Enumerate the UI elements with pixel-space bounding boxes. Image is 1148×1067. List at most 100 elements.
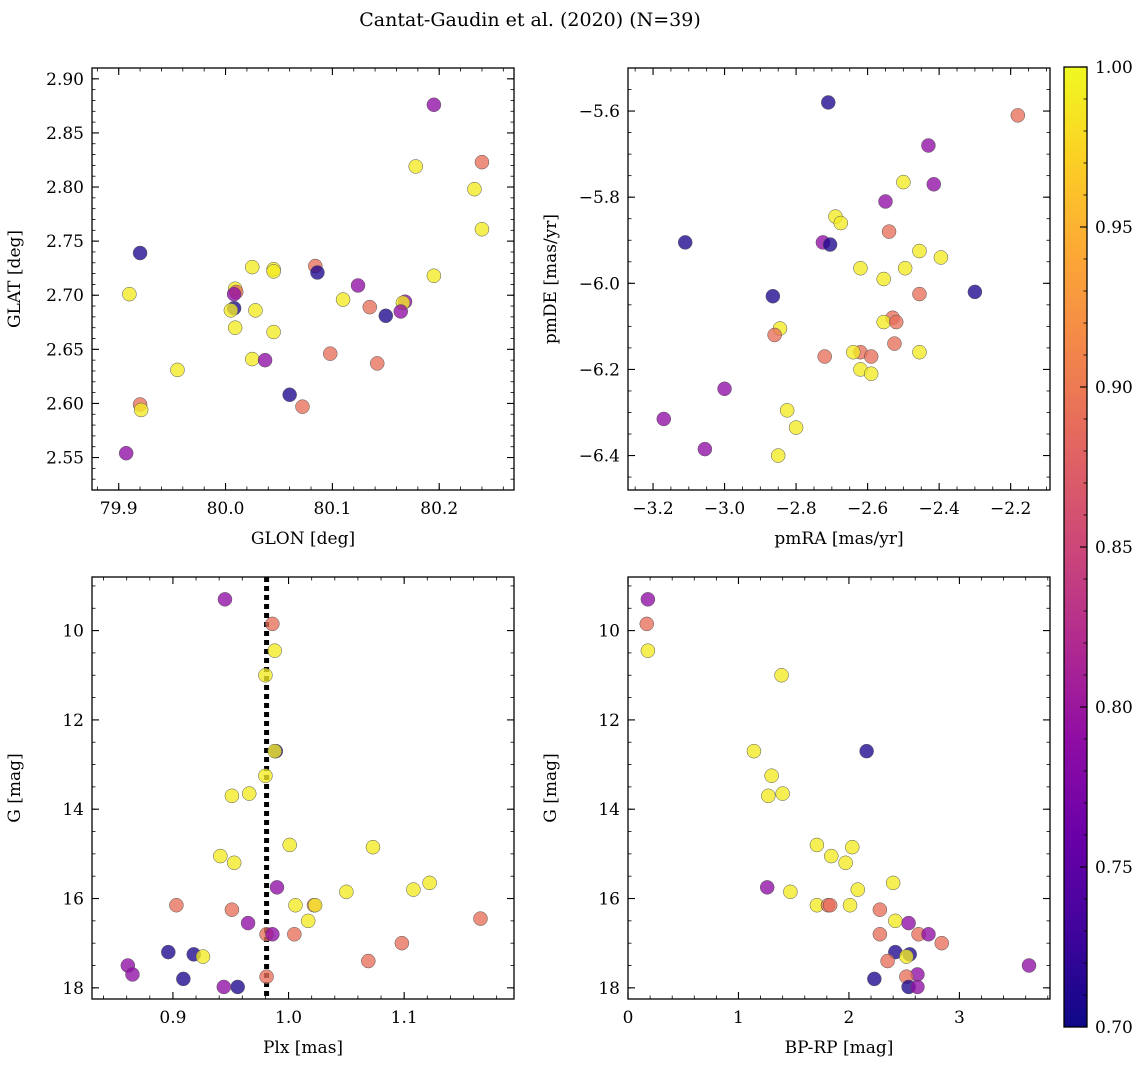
y-tick-label: 10 (598, 622, 620, 642)
panel-pmra-pmde: −3.2 −3.0 −2.8 −2.6 −2.4 −2.2 −6.4 −6.2 −6.0 −5.8… (541, 67, 1051, 549)
data-point (362, 299, 378, 315)
data-point (266, 324, 281, 340)
data-point (269, 880, 285, 895)
data-point (880, 953, 895, 969)
data-point (122, 286, 137, 302)
data-point (257, 352, 273, 368)
data-point (426, 97, 442, 113)
data-point (223, 303, 239, 318)
data-point (822, 237, 838, 252)
colorbar-tick-label: 0.75 (1095, 858, 1133, 878)
data-point (824, 848, 839, 864)
data-point (717, 381, 732, 397)
data-point (821, 95, 836, 110)
data-point (217, 592, 233, 607)
x-tick-label: −2.6 (847, 499, 888, 519)
data-point (876, 314, 891, 330)
data-point (759, 880, 775, 895)
data-point (863, 366, 879, 381)
data-point (910, 979, 925, 995)
data-point (467, 181, 482, 197)
data-point (887, 336, 902, 351)
minor-ticks (627, 577, 1050, 999)
data-point (267, 643, 282, 658)
data-point (132, 245, 148, 261)
points (118, 97, 490, 461)
x-tick-label: 1.0 (275, 1008, 302, 1028)
data-point (774, 667, 789, 683)
y-tick-label: 2.75 (46, 232, 84, 252)
data-point (300, 913, 316, 929)
major-ticks: −3.2 −3.0 −2.8 −2.6 −2.4 −2.2 −6.4 −6.2 −6.0 −5.8… (579, 68, 1050, 519)
y-tick-label: 14 (598, 800, 620, 820)
data-point (266, 264, 281, 279)
axes-frame (627, 576, 1051, 1000)
data-point (863, 349, 879, 364)
y-tick-label: −6.0 (579, 274, 620, 294)
y-tick-label: −6.2 (579, 360, 620, 380)
data-point (677, 235, 693, 250)
colorbar-tick-label: 0.95 (1095, 218, 1133, 238)
panels: 79.9 80.0 80.1 80.2 2.55 2.60 2.65 2.70 2.75 2.80… (5, 67, 1051, 1058)
data-point (265, 926, 280, 942)
x-tick-label: −3.0 (704, 499, 745, 519)
data-point (230, 979, 245, 995)
data-point (226, 855, 242, 871)
y-tick-label: −5.6 (579, 102, 620, 122)
data-point (921, 138, 936, 153)
data-point (912, 344, 927, 360)
x-axis-label: pmRA [mas/yr] (774, 529, 903, 549)
data-point (639, 616, 655, 632)
y-tick-label: 18 (62, 979, 84, 999)
minor-ticks (92, 577, 514, 999)
x-axis-label: Plx [mas] (263, 1038, 343, 1058)
x-tick-label: 2 (844, 1008, 855, 1028)
panel-glon-glat: 79.9 80.0 80.1 80.2 2.55 2.60 2.65 2.70 2.75 2.80… (5, 67, 515, 549)
data-point (1010, 108, 1026, 123)
data-point (370, 356, 385, 371)
points (120, 592, 488, 995)
x-tick-label: −2.8 (775, 499, 816, 519)
y-axis-label: pmDE [mas/yr] (541, 214, 561, 344)
axes-frame (91, 67, 515, 491)
data-point (897, 260, 913, 276)
data-point (888, 314, 904, 330)
x-tick-label: 1 (733, 1008, 744, 1028)
data-point (822, 897, 838, 913)
data-point (697, 441, 713, 457)
y-tick-label: 2.65 (46, 340, 84, 360)
x-axis-label: BP-RP [mag] (785, 1038, 894, 1058)
x-tick-label: −2.2 (990, 499, 1031, 519)
x-tick-label: −3.2 (632, 499, 673, 519)
data-point (161, 944, 176, 960)
data-point (967, 284, 983, 300)
data-point (394, 935, 410, 951)
colorbar-tick-label: 1.00 (1095, 58, 1133, 78)
data-point (133, 402, 149, 418)
data-point (872, 902, 888, 917)
data-point (867, 971, 882, 987)
colorbar: 0.70 0.75 0.80 0.85 0.90 0.95 1.00 (1063, 58, 1133, 1038)
data-point (809, 837, 825, 853)
data-point (393, 304, 409, 319)
data-point (245, 259, 260, 275)
data-point (817, 349, 832, 364)
data-point (240, 915, 256, 931)
data-point (881, 224, 897, 239)
y-axis-label: G [mag] (5, 753, 25, 822)
x-tick-label: −2.4 (918, 499, 959, 519)
data-point (888, 913, 903, 929)
y-tick-label: 2.60 (46, 394, 84, 414)
y-tick-label: 2.85 (46, 124, 84, 144)
data-point (876, 271, 891, 287)
data-point (259, 969, 274, 984)
data-point (248, 303, 263, 318)
panel-plx-g: 0.9 1.0 1.1 10 12 14 16 18 Plx [mas] G [mag] (5, 576, 515, 1058)
data-point (779, 403, 795, 418)
data-point (775, 786, 790, 801)
data-point (265, 616, 280, 632)
minor-ticks (92, 67, 514, 491)
axes-frame (91, 576, 515, 1000)
x-tick-label: 3 (954, 1008, 965, 1028)
